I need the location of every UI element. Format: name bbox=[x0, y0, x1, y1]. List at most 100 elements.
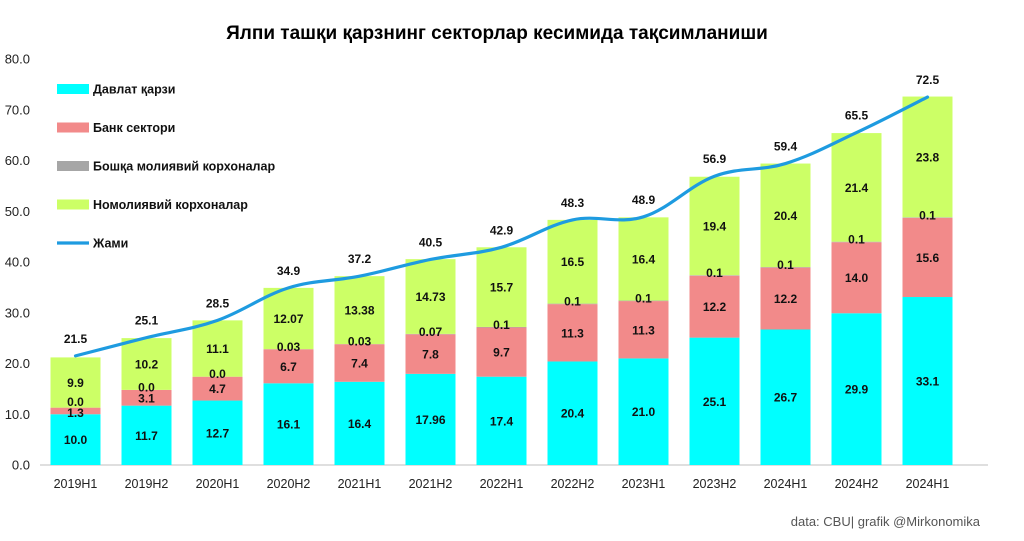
x-tick-label: 2021H1 bbox=[338, 477, 382, 491]
segment-label: 11.3 bbox=[632, 323, 655, 337]
x-tick-label: 2024H1 bbox=[906, 477, 950, 491]
segment-label: 25.1 bbox=[703, 395, 727, 409]
bar-segment bbox=[50, 414, 101, 465]
bar-segment bbox=[405, 373, 456, 465]
bar-segment bbox=[902, 217, 953, 298]
total-label: 25.1 bbox=[135, 314, 159, 328]
segment-label: 0.0 bbox=[67, 395, 84, 409]
bar-stack: 17.4 9.7 0.1 15.7 bbox=[476, 247, 527, 465]
segment-label: 11.7 bbox=[135, 429, 158, 443]
legend-label: Банк сектори bbox=[93, 121, 175, 135]
segment-label: 12.7 bbox=[206, 426, 230, 440]
bar-segment bbox=[760, 163, 811, 268]
total-label: 72.5 bbox=[916, 73, 940, 87]
bar-segment bbox=[618, 358, 669, 465]
segment-label: 12.2 bbox=[774, 292, 798, 306]
bar-stack: 11.7 3.10.0 10.2 bbox=[121, 338, 172, 465]
total-label: 42.9 bbox=[490, 223, 514, 237]
legend: Давлат қарзи Банк сектори Бошқа молиявий к… bbox=[57, 83, 275, 251]
total-line bbox=[73, 95, 930, 358]
bar-segment bbox=[547, 303, 598, 305]
y-tick-label: 70.0 bbox=[5, 102, 30, 117]
x-tick-label: 2019H1 bbox=[54, 477, 98, 491]
bar-segment bbox=[50, 407, 101, 415]
total-label: 56.9 bbox=[703, 152, 727, 166]
x-tick-label: 2023H2 bbox=[693, 477, 737, 491]
segment-label: 10.0 bbox=[64, 433, 88, 447]
total-label: 28.5 bbox=[206, 296, 230, 310]
segment-label: 0.1 bbox=[777, 258, 794, 272]
segment-label: 9.7 bbox=[493, 346, 510, 360]
segment-label: 21.4 bbox=[845, 181, 869, 195]
segment-label: 17.4 bbox=[490, 414, 514, 428]
bar-segment bbox=[405, 259, 456, 334]
bar-segment bbox=[263, 287, 314, 350]
y-tick-label: 30.0 bbox=[5, 305, 30, 320]
segment-label: 0.0 bbox=[209, 367, 226, 381]
x-tick-label: 2019H2 bbox=[125, 477, 169, 491]
bar-segment bbox=[689, 337, 740, 465]
y-tick-label: 80.0 bbox=[5, 52, 30, 67]
bar-stack: 12.7 4.70.0 11.1 bbox=[192, 320, 243, 465]
segment-label: 0.1 bbox=[564, 295, 581, 309]
bar-segment bbox=[476, 247, 527, 327]
legend-item: Банк сектори bbox=[57, 121, 175, 135]
bar-segment bbox=[902, 217, 953, 218]
segment-label: 15.6 bbox=[916, 251, 940, 265]
total-label: 48.9 bbox=[632, 193, 656, 207]
bar-segment bbox=[831, 241, 882, 243]
segment-label: 0.1 bbox=[919, 208, 936, 222]
bar-segment bbox=[476, 376, 527, 465]
x-tick-label: 2024H1 bbox=[764, 477, 808, 491]
bar-segment bbox=[121, 405, 172, 465]
segment-label: 0.07 bbox=[419, 325, 443, 339]
legend-label: Номолиявий корхоналар bbox=[93, 198, 248, 212]
bar-segment bbox=[618, 217, 669, 301]
bar-segment bbox=[192, 376, 243, 401]
bar-segment bbox=[689, 275, 740, 276]
bar-segment bbox=[334, 344, 385, 382]
segment-label: 6.7 bbox=[280, 360, 297, 374]
bar-segment bbox=[902, 96, 953, 218]
x-tick-label: 2023H1 bbox=[622, 477, 666, 491]
bar-stack: 16.4 7.4 0.03 13.38 bbox=[334, 276, 385, 465]
bar-stack: 20.4 11.3 0.1 16.5 bbox=[547, 219, 598, 465]
y-tick-label: 20.0 bbox=[5, 356, 30, 371]
bar-stack: 25.1 12.2 0.1 19.4 bbox=[689, 176, 740, 465]
bar-stack: 16.1 6.7 0.03 12.07 bbox=[263, 287, 314, 465]
legend-swatch bbox=[57, 161, 89, 171]
bar-segment bbox=[689, 176, 740, 276]
bar-segment bbox=[618, 301, 669, 359]
segment-label: 0.03 bbox=[348, 335, 372, 349]
segment-label: 0.1 bbox=[635, 292, 652, 306]
segment-label: 9.9 bbox=[67, 376, 84, 390]
bar-segment bbox=[405, 334, 456, 374]
legend-item: Давлат қарзи bbox=[57, 83, 175, 97]
segment-label: 21.0 bbox=[632, 405, 656, 419]
segment-label: 20.4 bbox=[561, 407, 585, 421]
segment-label: 33.1 bbox=[916, 375, 940, 389]
bar-segment bbox=[50, 357, 101, 408]
segment-label: 0.1 bbox=[706, 266, 723, 280]
bar-segment bbox=[831, 242, 882, 314]
segment-label: 14.73 bbox=[415, 290, 445, 304]
bar-segment bbox=[831, 133, 882, 242]
legend-item: Жами bbox=[57, 237, 128, 251]
bar-segment bbox=[121, 338, 172, 390]
bar-segment bbox=[476, 326, 527, 328]
bar-segment bbox=[760, 267, 811, 330]
legend-swatch bbox=[57, 199, 89, 210]
bar-segment bbox=[689, 275, 740, 338]
total-label: 37.2 bbox=[348, 252, 372, 266]
bar-segment bbox=[760, 329, 811, 465]
y-tick-label: 50.0 bbox=[5, 204, 30, 219]
segment-label: 20.4 bbox=[774, 209, 798, 223]
segment-label: 16.1 bbox=[277, 418, 301, 432]
total-label: 48.3 bbox=[561, 196, 585, 210]
segment-label: 3.1 bbox=[138, 391, 155, 405]
y-tick-label: 10.0 bbox=[5, 407, 30, 422]
segment-label: 15.7 bbox=[490, 281, 514, 295]
chart-title: Ялпи ташқи қарзнинг секторлар кесимида т… bbox=[226, 23, 768, 44]
